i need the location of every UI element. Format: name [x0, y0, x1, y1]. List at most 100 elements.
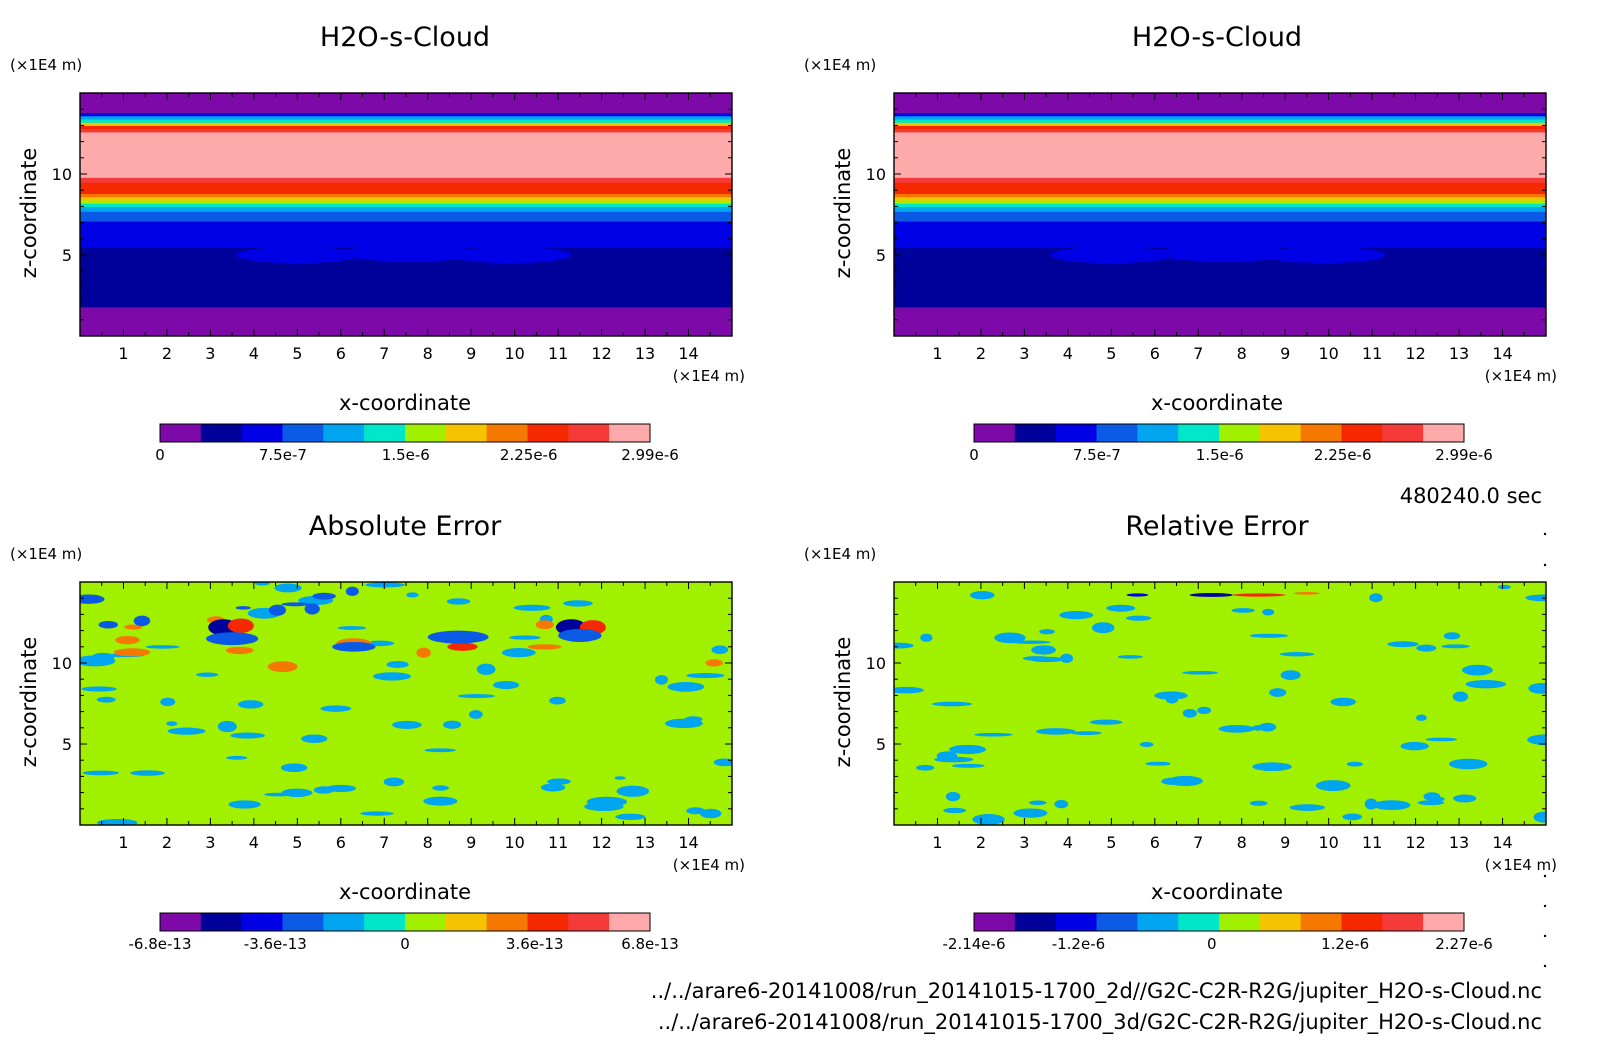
colorbar-swatch	[609, 424, 651, 442]
colorbar: -6.8e-13 -3.6e-13 0 3.6e-13 6.8e-13	[129, 912, 679, 953]
contour-speckle	[1249, 633, 1289, 638]
contour-speckle	[96, 818, 138, 825]
contour-speckle	[304, 603, 320, 615]
panel-absolute-error: Absolute Error (×1E4 m) (×1E4 m) x-coord…	[10, 511, 745, 953]
x-tick-label: 1	[932, 344, 942, 363]
panel-title: Relative Error	[1125, 511, 1309, 542]
y-unit-label: (×1E4 m)	[10, 56, 82, 74]
colorbar-swatch	[1259, 913, 1302, 931]
colorbar-swatch	[1219, 913, 1261, 931]
contour-speckle	[1139, 741, 1154, 747]
colorbar-swatch	[1137, 424, 1179, 442]
colorbar-swatch	[1096, 913, 1138, 931]
contour-speckle	[1533, 811, 1546, 823]
colorbar-swatch	[974, 913, 1016, 931]
contour-speckle	[1280, 670, 1301, 680]
x-tick-label: 13	[1449, 833, 1469, 852]
contour-speckle	[267, 661, 298, 673]
y-unit-label: (×1E4 m)	[804, 545, 876, 563]
contour-speckle	[160, 697, 176, 707]
contour-speckle	[237, 700, 264, 709]
contour-band	[894, 306, 1546, 336]
contour-speckle	[943, 807, 967, 814]
contour-speckle	[1465, 680, 1507, 689]
contour-speckle	[1035, 728, 1076, 735]
contour-speckle	[1289, 804, 1326, 811]
contour-speckle	[1022, 656, 1050, 661]
x-tick-label: 11	[548, 833, 568, 852]
contour-speckle	[80, 594, 105, 604]
x-tick-label: 11	[1362, 833, 1382, 852]
x-tick-label: 12	[591, 344, 611, 363]
contour-speckle	[699, 808, 722, 819]
contour-speckle	[1126, 615, 1152, 621]
x-tick-label: 11	[548, 344, 568, 363]
x-tick-label: 9	[466, 833, 476, 852]
contour-feature	[427, 630, 489, 644]
contour-speckle	[133, 615, 151, 627]
colorbar-swatch	[1423, 424, 1465, 442]
contour-speckle	[969, 590, 995, 600]
contour-speckle	[540, 783, 566, 792]
x-axis-label: x-coordinate	[339, 391, 471, 415]
contour-band	[894, 112, 1546, 117]
colorbar-swatch	[323, 913, 365, 931]
contour-band	[80, 203, 732, 207]
contour-speckle	[1497, 584, 1511, 590]
contour-band	[894, 125, 1546, 130]
x-tick-label: 14	[678, 833, 698, 852]
colorbar: 0 7.5e-7 1.5e-6 2.25e-6 2.99e-6	[155, 423, 679, 464]
y-tick-label: 5	[876, 735, 886, 754]
x-tick-label: 4	[249, 833, 259, 852]
colorbar-swatch	[405, 424, 447, 442]
contour-speckle	[509, 635, 541, 640]
colorbar-swatch	[1137, 913, 1179, 931]
colorbar-tick-label: 0	[969, 446, 979, 464]
colorbar-tick-label: 0	[155, 446, 165, 464]
x-unit-label: (×1E4 m)	[1485, 367, 1557, 385]
colorbar-swatch	[1300, 424, 1342, 442]
x-tick-label: 8	[423, 344, 433, 363]
contour-band	[894, 211, 1546, 222]
contour-speckle	[711, 645, 729, 654]
x-tick-label: 10	[1318, 833, 1338, 852]
contour-speckle	[974, 732, 1013, 737]
contour-speckle	[931, 701, 973, 707]
contour-speckle	[406, 592, 419, 598]
x-tick-label: 9	[1280, 344, 1290, 363]
y-axis-label: z-coordinate	[831, 148, 855, 279]
x-tick-label: 1	[932, 833, 942, 852]
contour-speckle	[1415, 714, 1427, 721]
contour-speckle	[1145, 761, 1171, 766]
contour-speckle	[312, 592, 336, 600]
contour-feature	[1263, 246, 1386, 264]
contour-speckle	[1106, 604, 1136, 612]
y-tick-label: 5	[876, 246, 886, 265]
colorbar-swatch	[160, 913, 202, 931]
contour-speckle	[468, 710, 483, 719]
panel-relative-error: Relative Error (×1E4 m) (×1E4 m) x-coord…	[804, 511, 1557, 953]
contour-speckle	[235, 606, 251, 610]
colorbar-tick-label: -2.14e-6	[943, 935, 1006, 953]
x-tick-label: 12	[591, 833, 611, 852]
panel-title: H2O-s-Cloud	[1132, 22, 1302, 53]
contour-band	[80, 131, 732, 178]
contour-speckle	[1441, 644, 1470, 649]
contour-speckle	[949, 744, 986, 755]
x-tick-label: 7	[1193, 344, 1203, 363]
colorbar-tick-label: -3.6e-13	[244, 935, 307, 953]
contour-band	[80, 211, 732, 222]
contour-speckle	[1269, 688, 1287, 697]
contour-band	[80, 122, 732, 126]
x-tick-label: 2	[162, 344, 172, 363]
contour-speckle	[501, 647, 536, 658]
colorbar-tick-label: 3.6e-13	[506, 935, 564, 953]
colorbar-frame	[973, 423, 1465, 443]
colorbar-swatch	[568, 424, 610, 442]
contour-speckle	[476, 663, 496, 675]
contour-feature	[332, 641, 376, 652]
contour-band	[80, 199, 732, 204]
contour-band	[80, 93, 732, 114]
contour-speckle	[373, 672, 411, 681]
